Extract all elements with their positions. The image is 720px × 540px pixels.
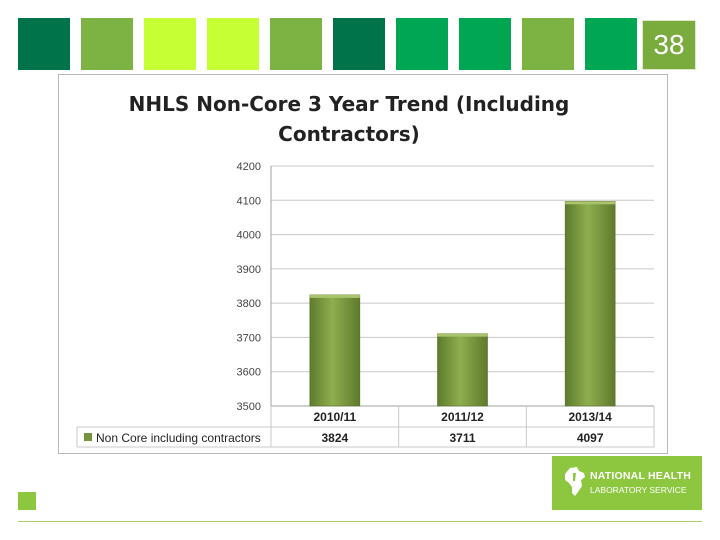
header-square (207, 18, 259, 70)
chart-title-line-1: NHLS Non-Core 3 Year Trend (Including (128, 92, 570, 116)
legend-swatch (84, 433, 92, 441)
legend-label: Non Core including contractors (96, 431, 261, 445)
y-tick-label: 4200 (237, 161, 261, 173)
y-tick-label: 4100 (237, 195, 261, 207)
chart-frame: NHLS Non-Core 3 Year Trend (Including Co… (58, 74, 668, 454)
footer-divider (18, 521, 702, 522)
y-tick-label: 3700 (237, 332, 261, 344)
bar (437, 333, 488, 407)
bar-top-highlight (437, 333, 488, 337)
header-square (18, 18, 70, 70)
header-square (396, 18, 448, 70)
y-axis-ticks: 3500 3600 3700 3800 3900 4000 4100 4200 (237, 161, 261, 413)
logo-text-line-1: NATIONAL HEALTH (590, 470, 691, 482)
bar-top-highlight (565, 201, 616, 205)
data-table: 2010/11 3824 2011/12 3711 2013/14 4097 Non Cor… (76, 406, 655, 448)
y-tick-label: 4000 (237, 230, 261, 242)
header-square (333, 18, 385, 70)
slide-number: 38 (642, 20, 696, 70)
y-tick-label: 3500 (237, 401, 261, 413)
x-category-label: 2011/12 (441, 410, 484, 424)
data-label: 4097 (577, 431, 604, 445)
bar (309, 294, 361, 407)
header-squares (0, 0, 720, 80)
nhls-logo: NATIONAL HEALTH LABORATORY SERVICE (552, 456, 702, 510)
y-tick-label: 3800 (237, 298, 261, 310)
header-square (144, 18, 196, 70)
chart-title-line-2: Contractors) (278, 122, 420, 146)
header-square (270, 18, 322, 70)
footer-square (18, 492, 36, 510)
bar (564, 201, 616, 407)
chart-title: NHLS Non-Core 3 Year Trend (Including Co… (59, 89, 639, 149)
logo-text-line-2: LABORATORY SERVICE (590, 485, 687, 495)
y-tick-label: 3600 (237, 367, 261, 379)
x-category-label: 2013/14 (568, 410, 612, 424)
y-tick-label: 3900 (237, 264, 261, 276)
header-square (81, 18, 133, 70)
bars (309, 201, 616, 407)
africa-map-icon (565, 467, 585, 496)
x-category-label: 2010/11 (313, 410, 356, 424)
header-square (522, 18, 574, 70)
bar-top-highlight (309, 294, 360, 298)
data-label: 3711 (449, 431, 475, 445)
header-square (459, 18, 511, 70)
bar-chart: 3500 3600 3700 3800 3900 4000 4100 4200 2010/11… (76, 161, 655, 448)
data-label: 3824 (321, 431, 348, 445)
header-square (585, 18, 637, 70)
